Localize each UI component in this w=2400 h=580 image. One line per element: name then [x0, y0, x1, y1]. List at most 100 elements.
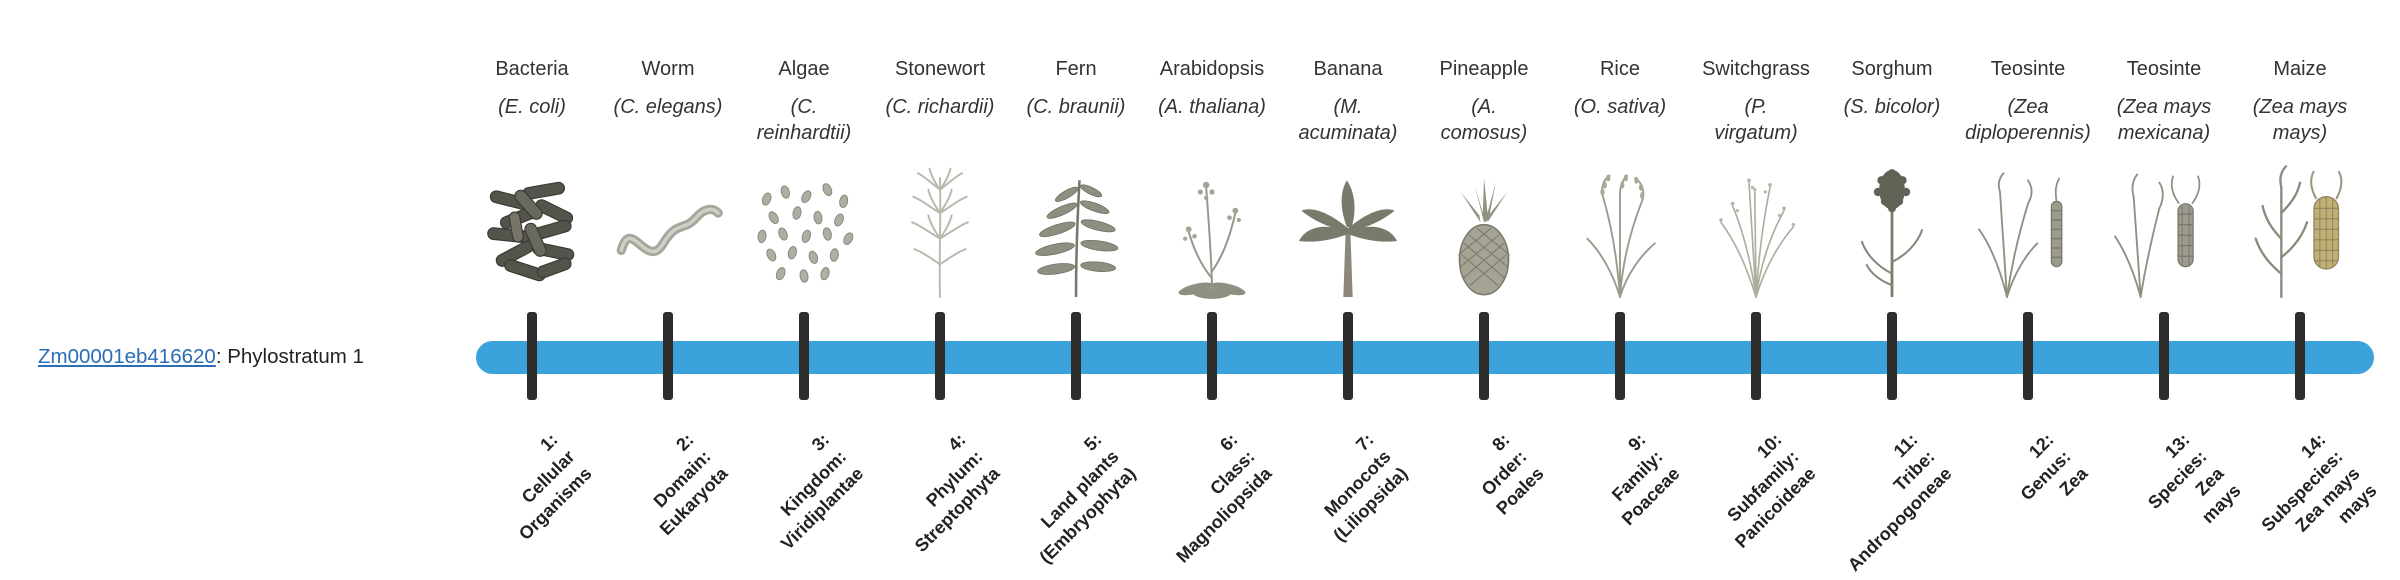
organism-column-13: Teosinte (Zea mays mexicana) 13: Species…: [2084, 0, 2244, 580]
gene-label: Zm00001eb416620: Phylostratum 1: [38, 345, 364, 369]
organism-labels: Maize (Zea mays mays): [2208, 56, 2392, 146]
organism-scientific-name: (S. bicolor): [1843, 96, 1941, 118]
organism-common-name: Maize: [2273, 58, 2327, 80]
phylostratum-tick: [2023, 312, 2033, 400]
organism-column-10: Switchgrass (P. virgatum) 10: Subfamily:…: [1676, 0, 1836, 580]
organism-scientific-name: (Zea mays mexicana): [2116, 96, 2212, 144]
organism-common-name: Switchgrass: [1702, 58, 1810, 80]
organism-column-4: Stonewort (C. richardii) 4: Phylum: Stre…: [860, 0, 1020, 580]
organism-labels: Rice (O. sativa): [1528, 56, 1712, 120]
arabidopsis-icon: [1153, 164, 1271, 304]
rice-icon: [1561, 164, 1679, 304]
organism-column-8: Pineapple (A. comosus) 8: Order: Poales: [1404, 0, 1564, 580]
organism-common-name: Rice: [1599, 58, 1640, 80]
phylostratum-tick: [799, 312, 809, 400]
phylostrata-bar: [476, 341, 2374, 374]
maize-icon: [2241, 164, 2359, 304]
organism-labels: Banana (M. acuminata): [1256, 56, 1440, 146]
fern-icon: [1017, 164, 1135, 304]
organism-scientific-name: (P. virgatum): [1714, 96, 1798, 144]
phylostratum-tick: [527, 312, 537, 400]
phylostratum-tick: [663, 312, 673, 400]
phylostratum-tick: [2159, 312, 2169, 400]
organism-common-name: Algae: [778, 58, 830, 80]
phylostratum-tick: [1615, 312, 1625, 400]
organism-common-name: Teosinte: [2126, 58, 2202, 80]
organism-scientific-name: (O. sativa): [1573, 96, 1667, 118]
organism-scientific-name: (C. richardii): [885, 96, 995, 118]
organism-labels: Arabidopsis (A. thaliana): [1120, 56, 1304, 120]
organism-labels: Switchgrass (P. virgatum): [1664, 56, 1848, 146]
phylostratum-tick: [1207, 312, 1217, 400]
organism-scientific-name: (Zea diploperennis): [1965, 96, 2091, 144]
bacteria-icon: [473, 164, 591, 304]
organism-scientific-name: (A. comosus): [1440, 96, 1528, 144]
organism-common-name: Teosinte: [1990, 58, 2066, 80]
organism-common-name: Fern: [1055, 58, 1097, 80]
pineapple-icon: [1425, 164, 1543, 304]
teosinte-mexicana-icon: [2105, 164, 2223, 304]
phylostratum-label: 9: Family: Poaceae: [1607, 429, 1684, 530]
organism-scientific-name: (A. thaliana): [1158, 96, 1266, 118]
organism-labels: Bacteria (E. coli): [440, 56, 624, 120]
organism-labels: Algae (C. reinhardtii): [712, 56, 896, 146]
organism-scientific-name: (E. coli): [498, 96, 566, 118]
phylostratum-label: 5: Land plants (Embryophyta): [1035, 429, 1140, 568]
organism-labels: Stonewort (C. richardii): [848, 56, 1032, 120]
phylostratum-label: 14: Subspecies: Zea mays mays: [2257, 429, 2381, 536]
organism-column-14: Maize (Zea mays mays) 14: Subspecies: Ze…: [2220, 0, 2381, 580]
organism-labels: Fern (C. braunii): [984, 56, 1168, 120]
organism-scientific-name: (C. reinhardtii): [756, 96, 852, 144]
organism-common-name: Bacteria: [495, 58, 569, 80]
organism-labels: Worm (C. elegans): [576, 56, 760, 120]
organism-column-7: Banana (M. acuminata) 7: Monocots (Lilio…: [1268, 0, 1428, 580]
phylostratum-tick: [1887, 312, 1897, 400]
phylostratum-text: : Phylostratum 1: [215, 345, 364, 368]
organism-scientific-name: (M. acuminata): [1298, 96, 1398, 144]
organism-column-9: Rice (O. sativa) 9: Family: Poaceae: [1540, 0, 1700, 580]
phylostratum-tick: [1071, 312, 1081, 400]
phylostratum-tick: [935, 312, 945, 400]
organism-common-name: Pineapple: [1439, 58, 1529, 80]
organism-common-name: Sorghum: [1851, 58, 1933, 80]
organism-scientific-name: (Zea mays mays): [2252, 96, 2348, 144]
phylostratum-label: 12: Genus: Zea: [2016, 429, 2092, 505]
phylostratum-tick: [1479, 312, 1489, 400]
organism-scientific-name: (C. braunii): [1026, 96, 1126, 118]
phylostratum-label: 8: Order: Poales: [1477, 429, 1548, 519]
organism-column-1: Bacteria (E. coli) 1: Cellular Organisms: [452, 0, 612, 580]
organism-column-11: Sorghum (S. bicolor) 11: Tribe: Andropog…: [1812, 0, 1972, 580]
phylostratum-label: 4: Phylum: Streptophyta: [910, 429, 1004, 556]
phylostratum-tick: [2295, 312, 2305, 400]
teosinte-diploperennis-icon: [1969, 164, 2087, 304]
organism-labels: Teosinte (Zea diploperennis): [1936, 56, 2120, 146]
banana-icon: [1289, 164, 1407, 304]
phylostratum-label: 6: Class: Magnoliopsida: [1172, 429, 1276, 567]
worm-icon: [609, 164, 727, 304]
phylostratum-label: 1: Cellular Organisms: [514, 429, 596, 544]
phylostratum-tick: [1343, 312, 1353, 400]
organism-column-12: Teosinte (Zea diploperennis) 12: Genus: …: [1948, 0, 2108, 580]
phylostratum-label: 11: Tribe: Andropogoneae: [1843, 429, 1956, 576]
switchgrass-icon: [1697, 164, 1815, 304]
organism-labels: Sorghum (S. bicolor): [1800, 56, 1984, 120]
organism-labels: Pineapple (A. comosus): [1392, 56, 1576, 146]
phylostratum-tick: [1751, 312, 1761, 400]
phylostratum-label: 3: Kingdom: Viridiplantae: [776, 429, 868, 554]
organism-common-name: Worm: [641, 58, 695, 80]
gene-id-link[interactable]: Zm00001eb416620: [38, 345, 216, 368]
algae-icon: [745, 164, 863, 304]
phylostratum-label: 10: Subfamily: Panicoideae: [1723, 429, 1820, 552]
sorghum-icon: [1833, 164, 1951, 304]
phylostratum-label: 2: Domain: Eukaryota: [649, 429, 732, 540]
organism-labels: Teosinte (Zea mays mexicana): [2072, 56, 2256, 146]
stonewort-icon: [881, 164, 999, 304]
organism-column-5: Fern (C. braunii) 5: Land plants (Embryo…: [996, 0, 1156, 580]
organism-common-name: Banana: [1313, 58, 1383, 80]
organism-column-6: Arabidopsis (A. thaliana) 6: Class: Magn…: [1132, 0, 1292, 580]
organism-column-2: Worm (C. elegans) 2: Domain: Eukaryota: [588, 0, 748, 580]
organism-common-name: Arabidopsis: [1159, 58, 1265, 80]
organism-scientific-name: (C. elegans): [613, 96, 723, 118]
organism-column-3: Algae (C. reinhardtii) 3: Kingdom: Virid…: [724, 0, 884, 580]
organism-common-name: Stonewort: [894, 58, 986, 80]
